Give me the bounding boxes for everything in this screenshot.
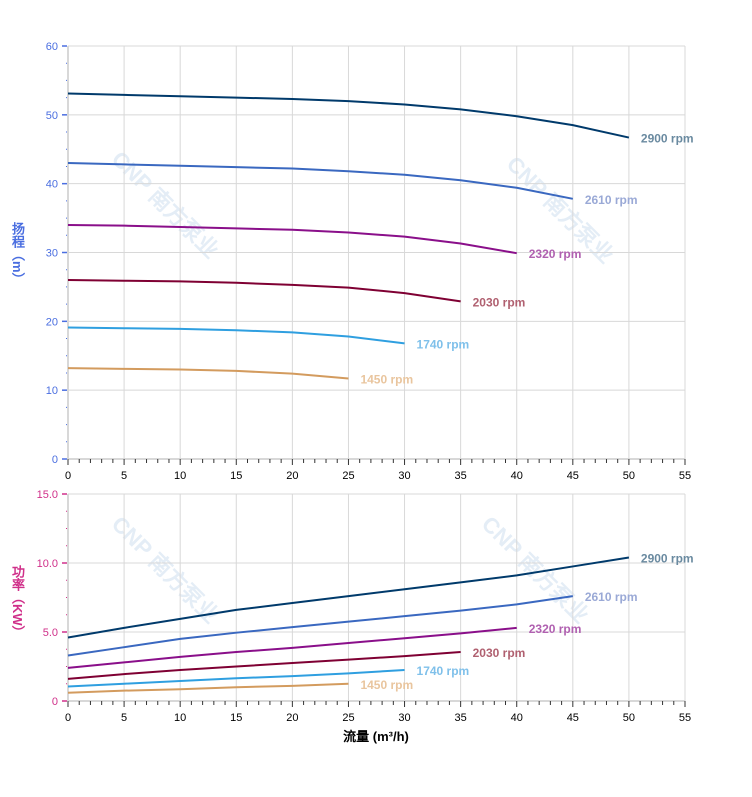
x-tick-label: 50 [623,712,635,724]
x-tick-label: 30 [398,712,410,724]
series-line-1450-rpm [67,367,349,380]
x-tick-label: 10 [174,470,186,482]
series-line-2320-rpm [67,223,517,255]
series-label: 2900 rpm [641,551,694,565]
x-tick-label: 45 [567,712,579,724]
series-line-2030-rpm [67,279,461,303]
x-tick-label: 5 [121,712,127,724]
series-label: 2610 rpm [585,193,638,207]
series-line-2900-rpm [67,92,630,139]
series-line-2030-rpm [67,651,461,680]
series-line-2320-rpm [67,626,517,669]
head-y-axis-title: 扬程（m） [10,222,25,286]
y-tick-label: 0 [52,696,58,708]
y-tick-label: 5.0 [43,627,58,639]
x-tick-label: 40 [511,470,523,482]
x-tick-label: 0 [65,712,71,724]
x-tick-label: 35 [455,470,467,482]
series-label: 2320 rpm [529,622,582,636]
x-tick-label: 25 [342,470,354,482]
y-tick-label: 40 [46,179,58,191]
y-tick-label: 0 [52,454,58,466]
x-tick-label: 5 [121,470,127,482]
series-label: 2030 rpm [473,646,526,660]
x-tick-label: 45 [567,470,579,482]
x-tick-label: 40 [511,712,523,724]
series-line-1740-rpm [67,668,405,688]
power-y-axis-title: 功率（KW） [10,565,25,639]
y-tick-label: 10.0 [37,558,58,570]
series-label: 2610 rpm [585,590,638,604]
y-tick-label: 15.0 [37,489,58,501]
y-tick-label: 60 [46,41,58,53]
x-tick-label: 15 [230,470,242,482]
x-tick-label: 20 [286,712,298,724]
x-tick-label: 10 [174,712,186,724]
series-label: 2030 rpm [473,295,526,309]
y-tick-label: 50 [46,110,58,122]
series-label: 1740 rpm [417,337,470,351]
y-tick-label: 30 [46,248,58,260]
x-tick-label: 25 [342,712,354,724]
y-tick-label: 10 [46,385,58,397]
series-label: 1450 rpm [360,372,413,386]
x-tick-label: 55 [679,712,691,724]
series-line-1450-rpm [67,682,349,694]
series-label: 2900 rpm [641,132,694,146]
x-tick-label: 50 [623,470,635,482]
x-tick-label: 15 [230,712,242,724]
x-tick-label: 35 [455,712,467,724]
watermark-logo: CNP 南方泵业 [477,511,594,628]
series-line-2610-rpm [67,595,573,657]
series-label: 1450 rpm [360,678,413,692]
series-line-2610-rpm [67,162,574,200]
x-tick-label: 30 [398,470,410,482]
series-line-1740-rpm [67,326,405,345]
x-tick-label: 0 [65,470,71,482]
x-tick-label: 55 [679,470,691,482]
y-tick-label: 20 [46,316,58,328]
x-tick-label: 20 [286,470,298,482]
series-label: 1740 rpm [417,664,470,678]
series-line-2900-rpm [67,556,630,639]
series-label: 2320 rpm [529,247,582,261]
x-axis-title: 流量 (m³/h) [343,729,409,744]
